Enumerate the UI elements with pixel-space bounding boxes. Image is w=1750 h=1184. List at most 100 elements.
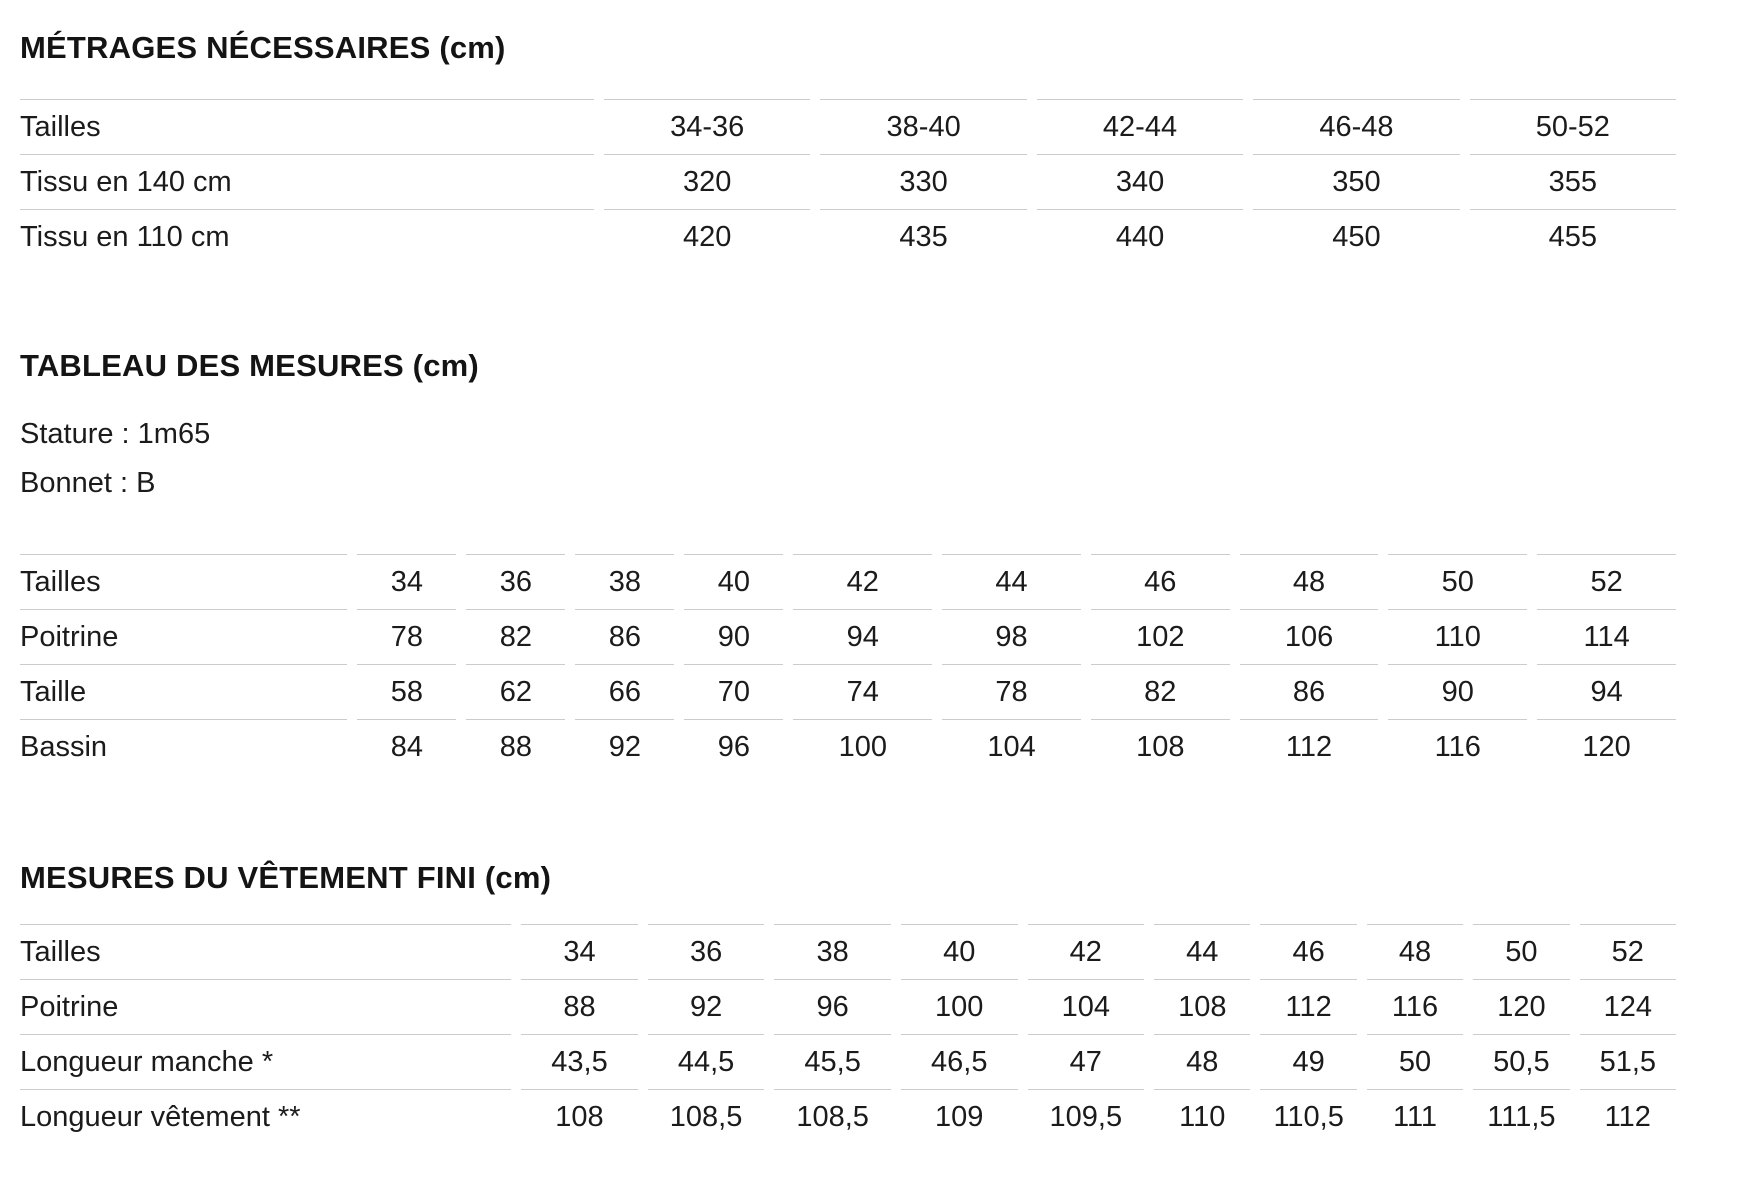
value-cell: 440 bbox=[1036, 209, 1244, 264]
value-cell: 102 bbox=[1090, 609, 1230, 664]
value-cell: 38-40 bbox=[820, 99, 1027, 154]
value-cell: 49 bbox=[1260, 1034, 1357, 1089]
value-cell: 78 bbox=[942, 664, 1081, 719]
value-cell: 88 bbox=[466, 719, 566, 774]
row-label: Longueur vêtement ** bbox=[20, 1089, 512, 1144]
value-cell: 46-48 bbox=[1253, 99, 1460, 154]
table-row: Tissu en 110 cm 420 435 440 450 455 bbox=[20, 209, 1676, 264]
value-cell: 82 bbox=[1090, 664, 1230, 719]
value-cell: 320 bbox=[604, 154, 811, 209]
table-row: Poitrine 78 82 86 90 94 98 102 106 110 114 bbox=[20, 609, 1676, 664]
value-cell: 435 bbox=[820, 209, 1027, 264]
value-cell: 34 bbox=[357, 554, 457, 609]
table-row: Poitrine 88 92 96 100 104 108 112 116 120 124 bbox=[20, 979, 1676, 1034]
metrages-necessaires-title: MÉTRAGES NÉCESSAIRES (cm) bbox=[20, 30, 506, 65]
value-cell: 104 bbox=[942, 719, 1081, 774]
value-cell: 108,5 bbox=[774, 1089, 891, 1144]
value-cell: 70 bbox=[684, 664, 784, 719]
value-cell: 112 bbox=[1579, 1089, 1676, 1144]
value-cell: 420 bbox=[604, 209, 811, 264]
value-cell: 340 bbox=[1036, 154, 1244, 209]
table-row: Tailles 34 36 38 40 42 44 46 48 50 52 bbox=[20, 554, 1676, 609]
row-label: Poitrine bbox=[20, 979, 512, 1034]
value-cell: 104 bbox=[1027, 979, 1145, 1034]
value-cell: 48 bbox=[1239, 554, 1379, 609]
value-cell: 111 bbox=[1366, 1089, 1464, 1144]
value-cell: 42-44 bbox=[1036, 99, 1244, 154]
row-label: Tissu en 140 cm bbox=[20, 154, 595, 209]
value-cell: 100 bbox=[793, 719, 933, 774]
value-cell: 62 bbox=[466, 664, 566, 719]
value-cell: 34-36 bbox=[604, 99, 811, 154]
value-cell: 48 bbox=[1366, 924, 1464, 979]
table-row: Tailles 34 36 38 40 42 44 46 48 50 52 bbox=[20, 924, 1676, 979]
value-cell: 48 bbox=[1154, 1034, 1251, 1089]
stature-note: Stature : 1m65 bbox=[20, 418, 211, 450]
value-cell: 44,5 bbox=[647, 1034, 765, 1089]
value-cell: 46 bbox=[1090, 554, 1230, 609]
value-cell: 94 bbox=[1537, 664, 1676, 719]
value-cell: 94 bbox=[793, 609, 933, 664]
value-cell: 450 bbox=[1253, 209, 1460, 264]
value-cell: 86 bbox=[1239, 664, 1379, 719]
value-cell: 51,5 bbox=[1579, 1034, 1676, 1089]
row-label: Taille bbox=[20, 664, 348, 719]
table-row: Bassin 84 88 92 96 100 104 108 112 116 120 bbox=[20, 719, 1676, 774]
value-cell: 120 bbox=[1537, 719, 1676, 774]
row-label: Poitrine bbox=[20, 609, 348, 664]
value-cell: 74 bbox=[793, 664, 933, 719]
value-cell: 52 bbox=[1579, 924, 1676, 979]
value-cell: 350 bbox=[1253, 154, 1460, 209]
value-cell: 50,5 bbox=[1473, 1034, 1570, 1089]
value-cell: 38 bbox=[774, 924, 891, 979]
value-cell: 98 bbox=[942, 609, 1081, 664]
value-cell: 109 bbox=[900, 1089, 1018, 1144]
value-cell: 120 bbox=[1473, 979, 1570, 1034]
value-cell: 88 bbox=[521, 979, 638, 1034]
value-cell: 45,5 bbox=[774, 1034, 891, 1089]
value-cell: 110,5 bbox=[1260, 1089, 1357, 1144]
body-measure-notes: Stature : 1m65 Bonnet : B bbox=[20, 410, 1676, 508]
value-cell: 330 bbox=[820, 154, 1027, 209]
value-cell: 355 bbox=[1469, 154, 1676, 209]
value-cell: 40 bbox=[684, 554, 784, 609]
section-tableau-des-mesures: TABLEAU DES MESURES (cm) Stature : 1m65 … bbox=[20, 348, 1676, 774]
value-cell: 58 bbox=[357, 664, 457, 719]
mesures-vetement-fini-table: Tailles 34 36 38 40 42 44 46 48 50 52 Poitrine 88 92 9… bbox=[10, 924, 1686, 1144]
table-row: Tissu en 140 cm 320 330 340 350 355 bbox=[20, 154, 1676, 209]
value-cell: 50 bbox=[1366, 1034, 1464, 1089]
value-cell: 66 bbox=[575, 664, 675, 719]
value-cell: 78 bbox=[357, 609, 457, 664]
value-cell: 86 bbox=[575, 609, 675, 664]
value-cell: 36 bbox=[466, 554, 566, 609]
bonnet-note: Bonnet : B bbox=[20, 467, 156, 499]
value-cell: 43,5 bbox=[521, 1034, 638, 1089]
value-cell: 42 bbox=[793, 554, 933, 609]
table-row: Longueur manche * 43,5 44,5 45,5 46,5 47 48 49 5… bbox=[20, 1034, 1676, 1089]
value-cell: 40 bbox=[900, 924, 1018, 979]
value-cell: 455 bbox=[1469, 209, 1676, 264]
table-row: Longueur vêtement ** 108 108,5 108,5 109 109,… bbox=[20, 1089, 1676, 1144]
value-cell: 106 bbox=[1239, 609, 1379, 664]
row-label: Tissu en 110 cm bbox=[20, 209, 595, 264]
value-cell: 96 bbox=[774, 979, 891, 1034]
value-cell: 90 bbox=[1388, 664, 1528, 719]
value-cell: 108 bbox=[1154, 979, 1251, 1034]
value-cell: 44 bbox=[1154, 924, 1251, 979]
value-cell: 111,5 bbox=[1473, 1089, 1570, 1144]
size-guide-page: MÉTRAGES NÉCESSAIRES (cm) Tailles 34-36 38… bbox=[20, 30, 1676, 1144]
tableau-des-mesures-title: TABLEAU DES MESURES (cm) bbox=[20, 348, 479, 383]
section-mesures-vetement-fini: MESURES DU VÊTEMENT FINI (cm) Tailles 34 3… bbox=[20, 860, 1676, 1144]
tableau-des-mesures-table: Tailles 34 36 38 40 42 44 46 48 50 52 Poitrine 78 82 8… bbox=[10, 554, 1686, 774]
value-cell: 34 bbox=[521, 924, 638, 979]
table-row: Tailles 34-36 38-40 42-44 46-48 50-52 bbox=[20, 99, 1676, 154]
value-cell: 100 bbox=[900, 979, 1018, 1034]
value-cell: 46 bbox=[1260, 924, 1357, 979]
value-cell: 110 bbox=[1388, 609, 1528, 664]
value-cell: 50-52 bbox=[1469, 99, 1676, 154]
row-label: Bassin bbox=[20, 719, 348, 774]
value-cell: 50 bbox=[1388, 554, 1528, 609]
row-label: Tailles bbox=[20, 99, 595, 154]
row-label: Longueur manche * bbox=[20, 1034, 512, 1089]
value-cell: 116 bbox=[1388, 719, 1528, 774]
